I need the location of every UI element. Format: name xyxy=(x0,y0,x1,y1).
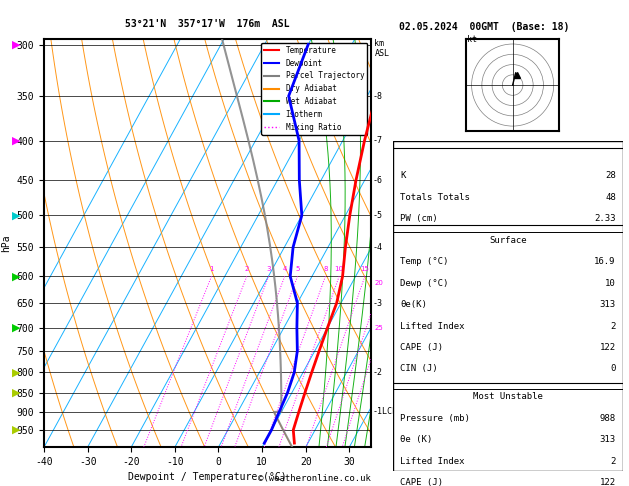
Text: 5: 5 xyxy=(296,266,299,272)
Text: 28: 28 xyxy=(605,171,616,180)
Text: ▶: ▶ xyxy=(11,210,20,220)
Text: θe(K): θe(K) xyxy=(400,300,427,309)
Text: ▶: ▶ xyxy=(11,323,20,333)
Text: Most Unstable: Most Unstable xyxy=(473,392,543,401)
Text: 313: 313 xyxy=(599,435,616,444)
Text: 2: 2 xyxy=(611,322,616,330)
Text: Surface: Surface xyxy=(489,236,526,244)
Text: -6: -6 xyxy=(373,175,382,185)
Text: Pressure (mb): Pressure (mb) xyxy=(400,414,470,423)
Text: ▶: ▶ xyxy=(11,271,20,281)
Text: Dewp (°C): Dewp (°C) xyxy=(400,278,448,288)
Text: Temp (°C): Temp (°C) xyxy=(400,257,448,266)
Text: K: K xyxy=(400,171,405,180)
Text: CIN (J): CIN (J) xyxy=(400,364,438,373)
Text: -1LCL: -1LCL xyxy=(373,407,398,417)
Text: -3: -3 xyxy=(373,298,382,308)
Text: Totals Totals: Totals Totals xyxy=(400,192,470,202)
Text: -7: -7 xyxy=(373,136,382,145)
Text: 122: 122 xyxy=(599,478,616,486)
Text: 02.05.2024  00GMT  (Base: 18): 02.05.2024 00GMT (Base: 18) xyxy=(399,21,570,32)
Text: -4: -4 xyxy=(373,243,382,252)
Text: ▶: ▶ xyxy=(11,388,20,398)
Text: 10: 10 xyxy=(335,266,343,272)
Text: θe (K): θe (K) xyxy=(400,435,432,444)
Y-axis label: hPa: hPa xyxy=(1,234,11,252)
Text: 53°21'N  357°17'W  176m  ASL: 53°21'N 357°17'W 176m ASL xyxy=(125,19,290,29)
Text: © weatheronline.co.uk: © weatheronline.co.uk xyxy=(258,474,371,483)
Text: ▶: ▶ xyxy=(11,367,20,378)
Text: 20: 20 xyxy=(375,279,384,286)
Text: 25: 25 xyxy=(375,325,384,330)
Text: 48: 48 xyxy=(605,192,616,202)
Text: ▶: ▶ xyxy=(11,425,20,435)
Text: km
ASL: km ASL xyxy=(374,39,389,58)
X-axis label: Dewpoint / Temperature (°C): Dewpoint / Temperature (°C) xyxy=(128,472,287,483)
Text: CAPE (J): CAPE (J) xyxy=(400,343,443,352)
FancyBboxPatch shape xyxy=(393,141,623,471)
Text: 2.33: 2.33 xyxy=(594,214,616,223)
Text: 4: 4 xyxy=(282,266,287,272)
Text: ▶: ▶ xyxy=(11,39,20,50)
Text: -5: -5 xyxy=(373,211,382,220)
Text: -2: -2 xyxy=(373,368,382,377)
Text: CAPE (J): CAPE (J) xyxy=(400,478,443,486)
Text: kt: kt xyxy=(467,35,477,44)
Text: 10: 10 xyxy=(605,278,616,288)
Text: 122: 122 xyxy=(599,343,616,352)
Text: 0: 0 xyxy=(611,364,616,373)
Text: 8: 8 xyxy=(323,266,328,272)
Text: 15: 15 xyxy=(360,266,369,272)
Text: Lifted Index: Lifted Index xyxy=(400,457,464,466)
Text: Lifted Index: Lifted Index xyxy=(400,322,464,330)
Text: 16.9: 16.9 xyxy=(594,257,616,266)
Text: 3: 3 xyxy=(267,266,271,272)
Text: 313: 313 xyxy=(599,300,616,309)
Text: 2: 2 xyxy=(611,457,616,466)
Text: 988: 988 xyxy=(599,414,616,423)
Legend: Temperature, Dewpoint, Parcel Trajectory, Dry Adiabat, Wet Adiabat, Isotherm, Mi: Temperature, Dewpoint, Parcel Trajectory… xyxy=(261,43,367,135)
Text: ▶: ▶ xyxy=(11,136,20,146)
Text: PW (cm): PW (cm) xyxy=(400,214,438,223)
Text: -8: -8 xyxy=(373,91,382,101)
Text: 2: 2 xyxy=(245,266,249,272)
Text: 1: 1 xyxy=(209,266,214,272)
Text: Mixing Ratio (g/kg): Mixing Ratio (g/kg) xyxy=(392,257,402,352)
